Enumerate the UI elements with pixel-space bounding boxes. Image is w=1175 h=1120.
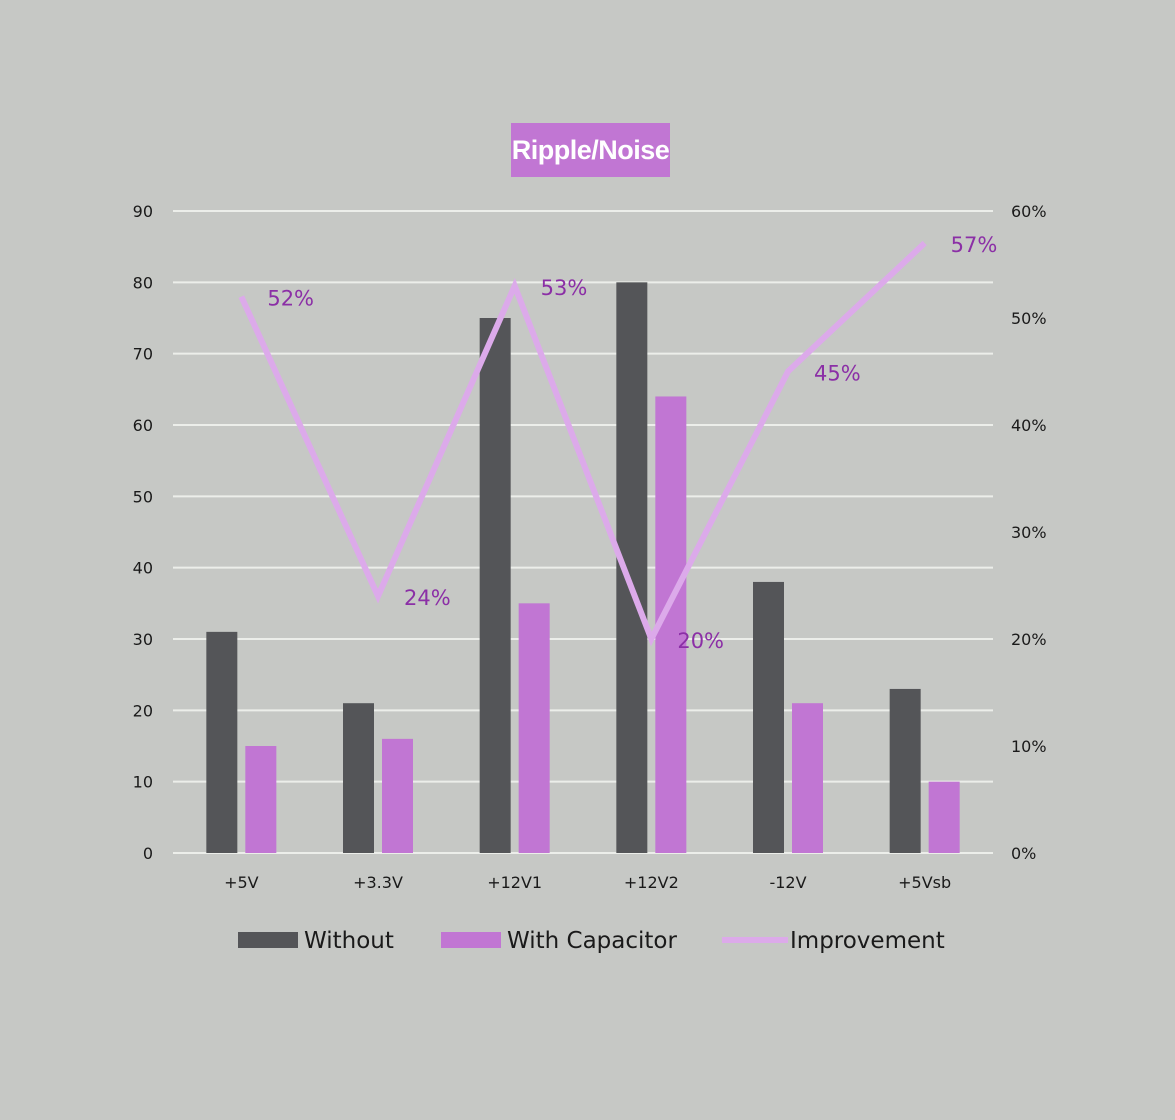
x-tick-label: +5V	[224, 873, 259, 892]
x-tick-label: -12V	[769, 873, 806, 892]
y-left-tick-label: 10	[133, 773, 153, 792]
bar-without	[479, 318, 511, 853]
x-tick-label: +12V2	[624, 873, 679, 892]
y-left-tick-label: 90	[133, 202, 153, 221]
bar-without	[889, 688, 921, 853]
y-right-tick-label: 40%	[1011, 416, 1047, 435]
y-left-tick-label: 20	[133, 701, 153, 720]
improvement-data-label: 57%	[951, 233, 998, 257]
bar-without	[343, 703, 374, 853]
x-tick-label: +12V1	[487, 873, 542, 892]
y-right-tick-label: 60%	[1011, 202, 1047, 221]
chart-title: Ripple/Noise	[511, 123, 670, 177]
y-left-tick-label: 0	[143, 844, 153, 863]
y-left-tick-label: 50	[133, 487, 153, 506]
x-tick-label: +5Vsb	[898, 873, 951, 892]
legend-swatch	[238, 932, 298, 948]
legend-label: Without	[304, 928, 394, 954]
y-right-tick-label: 30%	[1011, 523, 1047, 542]
y-right-tick-label: 20%	[1011, 630, 1047, 649]
bar-without	[206, 631, 238, 853]
y-left-tick-label: 60	[133, 416, 153, 435]
bar-with-capacitor	[245, 746, 277, 853]
legend-label: With Capacitor	[507, 928, 678, 954]
y-left-tick-label: 70	[133, 345, 153, 364]
bar-without	[753, 581, 784, 853]
y-right-tick-label: 0%	[1011, 844, 1036, 863]
legend-label: Improvement	[790, 928, 945, 954]
bar-with-capacitor	[928, 781, 960, 853]
y-left-tick-label: 30	[133, 630, 153, 649]
bar-with-capacitor	[792, 703, 823, 853]
improvement-data-label: 53%	[541, 276, 588, 300]
legend-swatch	[441, 932, 501, 948]
y-right-tick-label: 10%	[1011, 737, 1047, 756]
x-tick-label: +3.3V	[353, 873, 403, 892]
bar-with-capacitor	[518, 603, 550, 853]
improvement-data-label: 20%	[677, 629, 724, 653]
bar-with-capacitor	[382, 738, 413, 853]
y-left-tick-label: 80	[133, 273, 153, 292]
improvement-data-label: 45%	[814, 362, 861, 386]
y-left-tick-label: 40	[133, 559, 153, 578]
y-right-tick-label: 50%	[1011, 309, 1047, 328]
improvement-data-label: 24%	[404, 586, 451, 610]
improvement-data-label: 52%	[267, 287, 314, 311]
improvement-line	[238, 240, 927, 647]
